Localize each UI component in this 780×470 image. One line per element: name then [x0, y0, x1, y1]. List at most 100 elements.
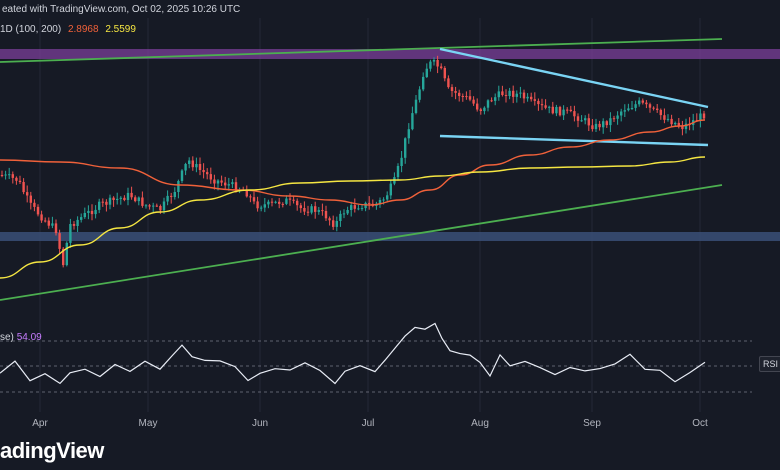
candle-body [249, 196, 252, 198]
candle-body [677, 122, 680, 127]
candle-body [360, 208, 364, 210]
candle-body [519, 92, 522, 94]
candle-body [382, 199, 385, 201]
ma100-line [0, 119, 706, 206]
candle-body [296, 200, 299, 206]
candle-body [281, 203, 284, 205]
candle-body [486, 100, 490, 108]
candle-body [11, 174, 14, 178]
candle-body [8, 174, 11, 176]
rsi-legend: se) 54.09 [0, 332, 42, 343]
candle-body [134, 197, 137, 202]
candle-body [332, 220, 335, 227]
candle-body [512, 90, 515, 97]
candle-body [389, 183, 392, 196]
month-label-jul: Jul [361, 418, 375, 429]
candle-body [108, 197, 112, 205]
candle-body [206, 172, 209, 175]
candle-body [324, 211, 328, 219]
candle-body [65, 242, 68, 266]
rsi-badge: RSI [759, 356, 780, 372]
grid [39, 18, 701, 412]
candle-body [663, 115, 666, 120]
candle-body [177, 181, 180, 192]
candle-body [116, 198, 119, 200]
candle-body [155, 205, 158, 207]
candle-body [76, 219, 79, 226]
candle-body [209, 174, 212, 180]
candle-body [396, 166, 400, 178]
candle-body [170, 195, 173, 197]
candle-body [641, 100, 644, 103]
candle-body [191, 160, 194, 168]
candle-body [454, 91, 457, 93]
candle-body [101, 201, 104, 203]
candle-body [346, 210, 349, 214]
candle-body [278, 201, 281, 204]
candle-body [587, 118, 590, 126]
candle-body [69, 224, 72, 243]
candle-body [414, 99, 418, 113]
candle-body [465, 96, 468, 98]
candle-body [317, 210, 320, 212]
month-label-may: May [138, 418, 158, 429]
candle-body [623, 110, 626, 112]
ma200-value: 2.5599 [105, 24, 136, 35]
candle-body [303, 208, 306, 212]
candle-body [162, 201, 166, 211]
candle-body [526, 96, 529, 99]
candle-body [566, 109, 569, 111]
candle-body [152, 205, 155, 207]
candle-body [515, 93, 518, 97]
candle-body [440, 66, 443, 69]
candle-body [443, 68, 446, 79]
candle-body [555, 107, 558, 114]
candle-body [90, 210, 94, 215]
tradingview-logo: adingView [0, 438, 104, 463]
candle-body [0, 175, 4, 176]
candle-body [670, 118, 673, 125]
candle-body [702, 113, 706, 119]
candles [0, 55, 706, 268]
month-label-aug: Aug [471, 418, 489, 429]
candle-body [47, 220, 50, 226]
candle-body [180, 170, 184, 181]
candle-body [508, 90, 511, 96]
month-label-apr: Apr [32, 418, 48, 429]
ma-legend-label: 1D (100, 200) [0, 24, 62, 35]
candle-body [105, 201, 108, 205]
candle-body [432, 60, 436, 62]
candle-body [44, 220, 47, 222]
candle-body [292, 199, 295, 201]
candle-body [674, 122, 677, 125]
candle-body [195, 164, 198, 168]
candle-body [227, 184, 230, 186]
demand-zone [0, 232, 780, 241]
candle-body [659, 109, 662, 116]
candle-body [458, 92, 461, 96]
candle-body [627, 108, 630, 111]
candle-body [504, 95, 508, 96]
published-info: eated with TradingView.com, Oct 02, 2025… [2, 4, 241, 15]
candle-body [598, 123, 601, 128]
candle-body [252, 197, 256, 202]
candle-body [231, 182, 234, 185]
candle-body [407, 129, 410, 139]
candle-body [422, 76, 425, 90]
candle-body [328, 218, 331, 221]
candle-body [530, 96, 533, 100]
candle-body [656, 108, 659, 110]
candle-body [418, 89, 421, 100]
candle-body [40, 214, 43, 221]
candle-body [98, 201, 101, 210]
month-label-sep: Sep [583, 418, 601, 429]
candle-body [245, 189, 248, 197]
candle-body [123, 197, 126, 200]
candle-body [490, 100, 493, 102]
candle-body [544, 105, 547, 108]
candle-body [112, 197, 115, 200]
candle-body [357, 208, 360, 210]
candle-body [537, 100, 540, 105]
candle-body [404, 138, 407, 158]
candle-body [522, 92, 526, 99]
